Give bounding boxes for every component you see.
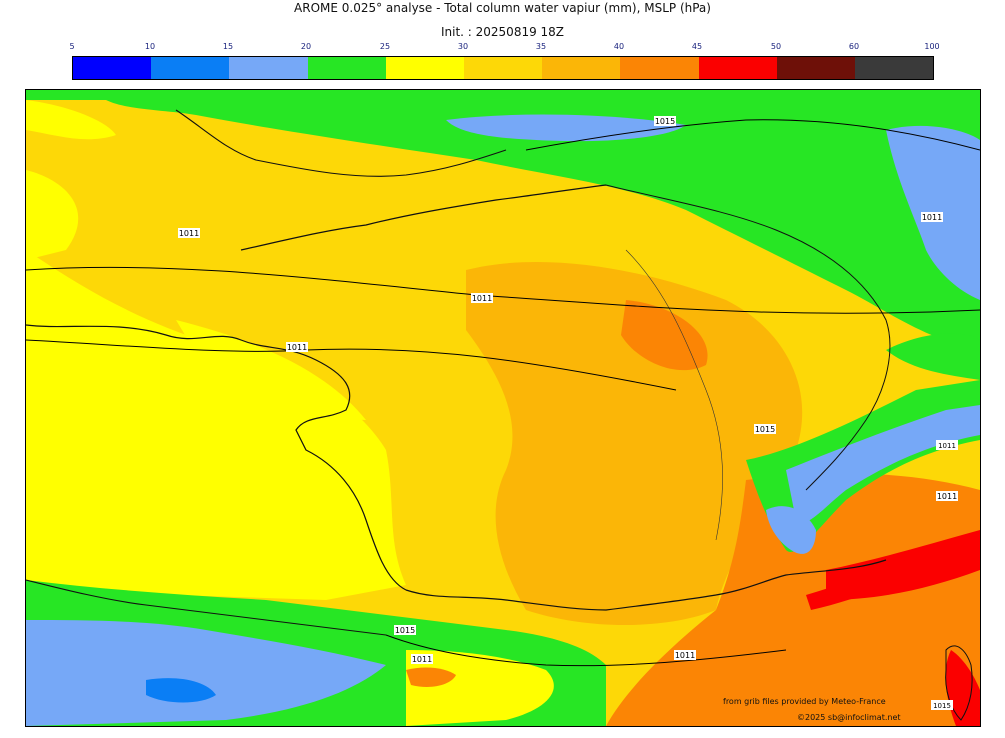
colorbar-swatch (776, 57, 855, 79)
field-red-corsica (945, 650, 980, 726)
colorbar-tick: 25 (379, 42, 391, 51)
coastline-england-south (175, 109, 507, 177)
isobar-label-box (754, 424, 776, 434)
coastline-france-west (26, 324, 407, 591)
isobar-1011-south (385, 634, 787, 667)
isobar-label: 1011 (472, 294, 492, 303)
isobar-label-box (178, 228, 200, 238)
isobar-label-box (394, 625, 416, 635)
isobar-label-box (931, 700, 953, 710)
isobar-labels: 1015 1011 1011 1011 1011 1015 1015 1011 … (178, 116, 958, 710)
field-north-green (26, 90, 980, 350)
isobar-label: 1011 (938, 442, 956, 450)
border-france-east (605, 184, 891, 491)
colorbar-ticks: 5 10 15 20 25 30 35 40 45 50 60 100 (69, 42, 939, 54)
isobar-label: 1015 (655, 117, 675, 126)
field-pyrenees-yellow (406, 650, 554, 726)
field-channel-west (26, 170, 79, 260)
isobar-label-box (654, 116, 676, 126)
colorbar (72, 56, 934, 80)
isobar-label-box (921, 212, 943, 222)
isobar-label: 1011 (922, 213, 942, 222)
isobar-label: 1011 (412, 655, 432, 664)
colorbar-tick: 15 (222, 42, 234, 51)
isobar-label: 1015 (755, 425, 775, 434)
isobar-label-box (471, 293, 493, 303)
map-title: AROME 0.025° analyse - Total column wate… (294, 1, 711, 15)
river-line (625, 249, 723, 541)
colorbar-swatch (385, 57, 464, 79)
field-northsea-blue (446, 114, 686, 142)
field-darkorange-east (621, 300, 708, 371)
colorbar-swatch (620, 57, 699, 79)
field-catalonia-orange (406, 667, 456, 687)
colorbar-swatch (229, 57, 308, 79)
colorbar-tick: 45 (691, 42, 703, 51)
colorbar-tick: 40 (613, 42, 625, 51)
field-red-ligurian (806, 545, 951, 610)
field-atlantic (26, 250, 406, 600)
colorbar-swatch (463, 57, 543, 79)
isobar-label: 1011 (179, 229, 199, 238)
isobar-label-box (674, 650, 696, 660)
map-canvas: 1015 1011 1011 1011 1011 1015 1015 1011 … (26, 90, 980, 726)
coastline-spain-north (26, 579, 387, 636)
isobar-label: 1011 (675, 651, 695, 660)
field-alps-lightblue (786, 405, 980, 523)
colorbar-swatch (307, 57, 386, 79)
isobar-label: 1011 (937, 492, 957, 501)
isobar-label: 1015 (933, 702, 951, 710)
isobar-label-box (411, 654, 433, 664)
field-northwest-yellow (26, 100, 116, 140)
field-spain-darkblue (146, 678, 216, 703)
isobar-1011-mid (26, 339, 677, 391)
colorbar-swatch (854, 57, 934, 79)
field-spain-blue (26, 620, 386, 726)
colorbar-tick: 5 (69, 42, 75, 51)
field-southeast (606, 473, 980, 726)
coastline-france-north (240, 184, 607, 251)
colorbar-tick: 10 (144, 42, 156, 51)
colorbar-tick: 20 (300, 42, 312, 51)
isobar-label-box (936, 440, 958, 450)
colorbar-swatch (542, 57, 621, 79)
field-central-orange (466, 261, 803, 625)
data-source-credit: from grib files provided by Meteo-France (723, 697, 886, 706)
isobar-label-box (286, 342, 308, 352)
field-switzerland-green (886, 333, 980, 380)
field-brittany-sea (176, 320, 366, 420)
colorbar-swatch (73, 57, 152, 79)
colorbar-tick: 60 (848, 42, 860, 51)
coastline-corsica (945, 645, 973, 721)
colorbar-tick: 35 (535, 42, 547, 51)
isobar-label: 1015 (395, 626, 415, 635)
water-vapour-map: 1015 1011 1011 1011 1011 1015 1015 1011 … (25, 89, 981, 727)
isobar-label-box (936, 491, 958, 501)
coastline-mediterranean (715, 559, 887, 596)
colorbar-tick: 100 (924, 42, 940, 51)
border-pyrenees (405, 589, 717, 611)
colorbar-swatch (151, 57, 230, 79)
init-time: Init. : 20250819 18Z (440, 25, 565, 39)
colorbar-swatch (698, 57, 777, 79)
field-alps-south (766, 506, 816, 554)
isobar-label: 1011 (287, 343, 307, 352)
isobar-1015-north (525, 119, 980, 151)
colorbar-tick: 30 (457, 42, 469, 51)
colorbar-tick: 50 (770, 42, 782, 51)
copyright-credit: ©2025 sb@infoclimat.net (797, 713, 901, 722)
